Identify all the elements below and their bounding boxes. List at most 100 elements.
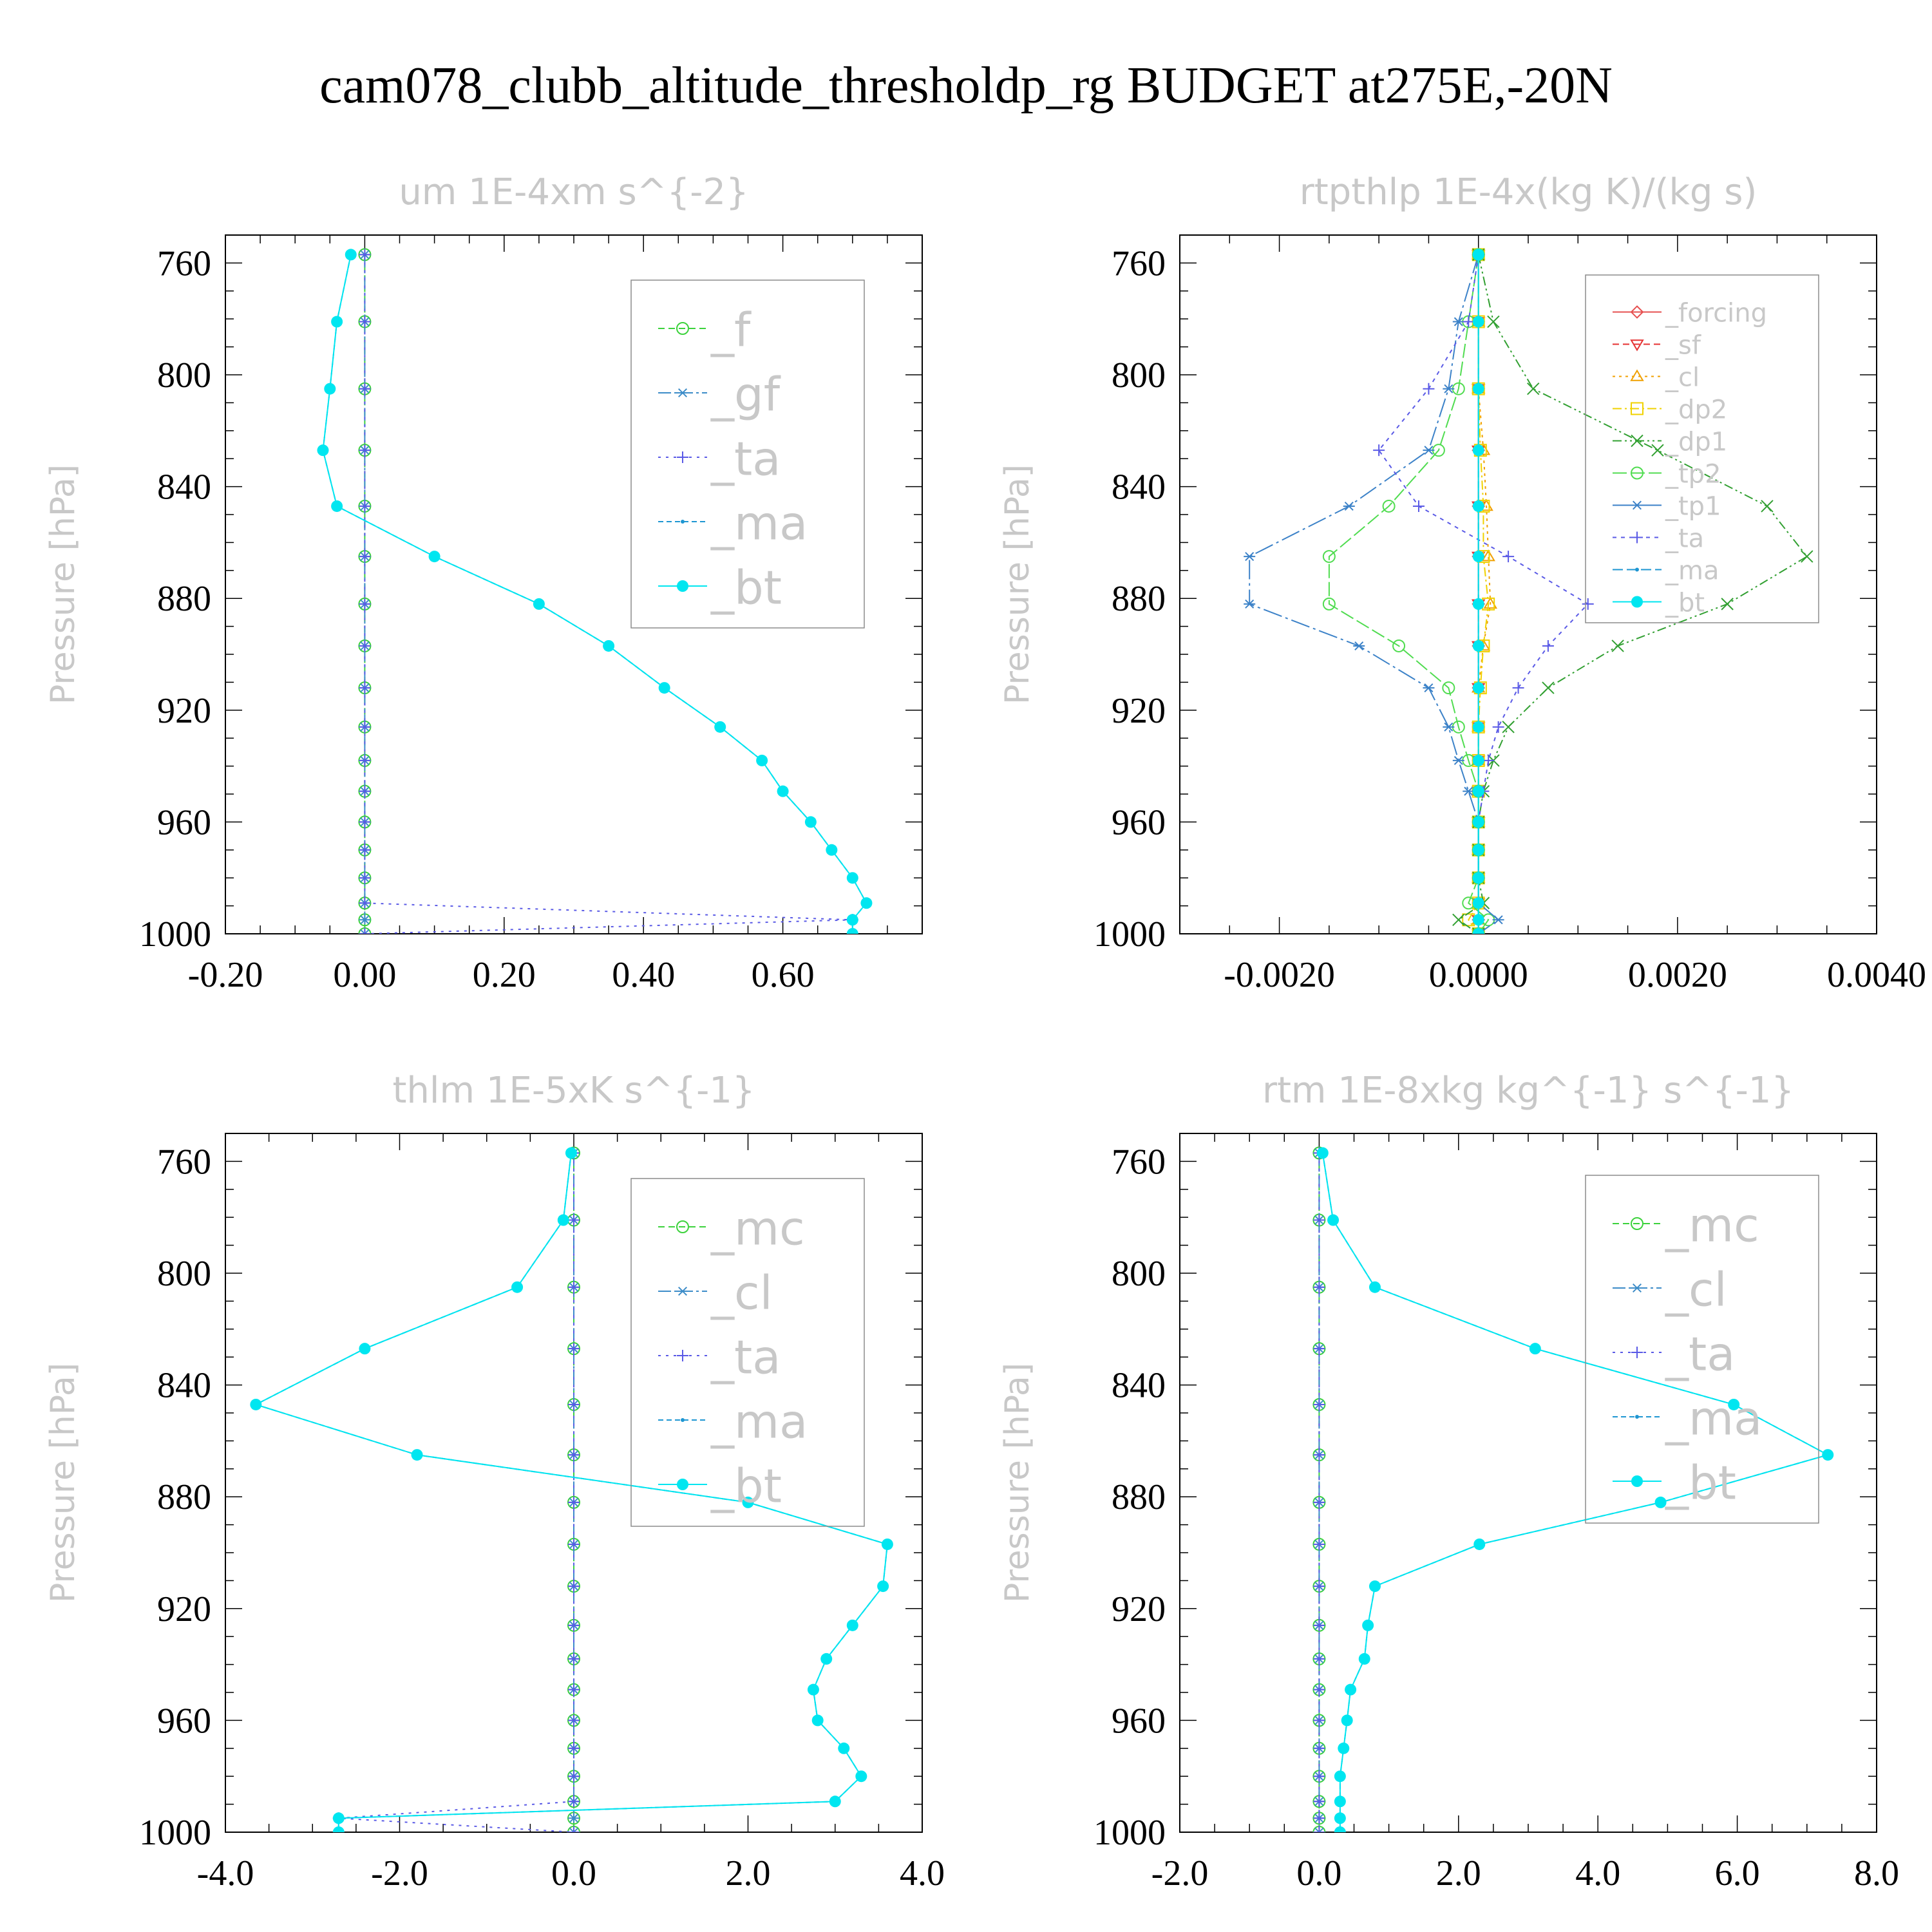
rtm-point_ta bbox=[1313, 1398, 1325, 1410]
rtm-point_ta bbox=[1313, 1343, 1325, 1355]
rtm-legend: _mc _cl _ta _ma _bt bbox=[1585, 1175, 1819, 1524]
rtm-point_ta bbox=[1313, 1812, 1325, 1824]
rtpthlp-point_bt bbox=[1472, 928, 1484, 934]
rtpthlp-point_dp1 bbox=[1721, 598, 1734, 611]
um-xtick-label: 0.20 bbox=[473, 955, 536, 995]
rtpthlp-legend-marker bbox=[1631, 596, 1643, 608]
rtpthlp-point_bt bbox=[1472, 598, 1484, 610]
rtm-ytick-label: 840 bbox=[1112, 1366, 1166, 1406]
rtm-legend-label: _cl bbox=[1665, 1262, 1727, 1316]
rtpthlp-series_tp2 bbox=[1322, 248, 1495, 934]
um-point_ta bbox=[359, 444, 371, 457]
thlm-legend: _mc _cl _ta _ma _bt bbox=[630, 1178, 865, 1527]
rtm-xtick-label: 6.0 bbox=[1715, 1853, 1760, 1893]
thlm-series_bt bbox=[250, 1147, 893, 1832]
thlm-point_bt bbox=[359, 1343, 371, 1355]
rtpthlp-xtick-label: 0.0000 bbox=[1429, 955, 1528, 995]
um-point_bt bbox=[331, 316, 343, 328]
rtpthlp-legend-marker bbox=[1635, 567, 1639, 572]
rtpthlp-legend-label: _tp1 bbox=[1665, 492, 1721, 522]
rtpthlp-legend-marker bbox=[1630, 305, 1644, 319]
rtpthlp-point_tp1 bbox=[1343, 501, 1355, 511]
rtpthlp-point_ta bbox=[1373, 444, 1385, 457]
um-ylabel: Pressure [hPa] bbox=[44, 464, 82, 705]
um-point_bt bbox=[533, 598, 545, 610]
rtm-legend-label: _bt bbox=[1665, 1455, 1736, 1510]
rtm-point_ta bbox=[1313, 1683, 1325, 1696]
um-legend-marker bbox=[681, 520, 685, 524]
rtm-series_ma bbox=[1320, 1151, 1830, 1832]
rtpthlp-legend-label: _ma bbox=[1665, 556, 1719, 586]
rtpthlp-point_bt bbox=[1472, 682, 1484, 694]
rtm-point_bt bbox=[1316, 1147, 1329, 1159]
panel-rtm: -2.0 0.0 2.0 4.0 6.0 8.0 760 800 840 880 920 960 100… bbox=[998, 1070, 1899, 1893]
rtm-point_ta bbox=[1313, 1580, 1325, 1593]
rtpthlp-point_tp2 bbox=[1392, 639, 1406, 652]
thlm-legend-marker bbox=[676, 1220, 689, 1233]
thlm-legend-label: _ma bbox=[710, 1394, 808, 1448]
um-point_bt bbox=[777, 785, 789, 797]
thlm-point_cl bbox=[568, 1827, 580, 1832]
um-point_ta bbox=[359, 598, 371, 610]
rtpthlp-point_bt bbox=[1472, 872, 1484, 884]
rtm-point_ta bbox=[1313, 1742, 1325, 1754]
um-series_ma bbox=[321, 252, 869, 934]
thlm-ytick-label: 840 bbox=[157, 1366, 211, 1406]
thlm-point_ta bbox=[568, 1619, 580, 1631]
thlm-point_bt bbox=[807, 1683, 819, 1696]
rtpthlp-legend-label: _tp2 bbox=[1665, 460, 1721, 489]
rtpthlp-legend-label: _ta bbox=[1665, 524, 1704, 554]
thlm-legend-marker bbox=[681, 1418, 685, 1422]
rtpthlp-point_tp2 bbox=[1382, 499, 1396, 513]
um-point_ta bbox=[359, 500, 371, 512]
um-ytick-label: 880 bbox=[157, 579, 211, 619]
rtpthlp-line_dp1 bbox=[1457, 254, 1808, 934]
figure-title: cam078_clubb_altitude_thresholdp_rg BUDG… bbox=[319, 57, 1613, 114]
rtm-point_bt bbox=[1338, 1742, 1350, 1754]
um-point_ta bbox=[359, 721, 371, 733]
rtm-point_cl bbox=[1313, 1827, 1325, 1832]
rtpthlp-point_bt bbox=[1472, 500, 1484, 512]
rtm-point_ta bbox=[1313, 1214, 1325, 1226]
rtm-xtick-label: -2.0 bbox=[1151, 1853, 1209, 1893]
rtm-point_bt bbox=[1334, 1826, 1346, 1832]
thlm-point_ta bbox=[568, 1683, 580, 1696]
rtm-ytick-label: 880 bbox=[1112, 1477, 1166, 1517]
um-point_bt bbox=[714, 721, 726, 733]
rtm-point_ta bbox=[1313, 1653, 1325, 1665]
rtpthlp-point_tp1 bbox=[1244, 599, 1256, 609]
rtpthlp-series_ta bbox=[1373, 249, 1594, 934]
rtpthlp-point_ta bbox=[1542, 639, 1554, 652]
panel-rtpthlp: -0.0020 0.0000 0.0020 0.0040 760 800 840 880 920… bbox=[998, 171, 1926, 995]
rtpthlp-point_tp1 bbox=[1463, 786, 1475, 796]
rtpthlp-line_tp1 bbox=[1249, 254, 1500, 934]
rtm-line_ma bbox=[1321, 1153, 1830, 1832]
rtm-point_ta bbox=[1313, 1281, 1325, 1293]
thlm-point_bt bbox=[742, 1496, 754, 1508]
rtm-point_ta bbox=[1313, 1619, 1325, 1631]
rtm-point_ta bbox=[1313, 1714, 1325, 1727]
rtm-series_bt bbox=[1316, 1147, 1834, 1832]
um-point_bt bbox=[756, 754, 768, 766]
um-legend-marker bbox=[677, 451, 688, 463]
rtm-legend-marker bbox=[1631, 1283, 1643, 1293]
rtm-panel-title: rtm 1E-8xkg kg^{-1} s^{-1} bbox=[1262, 1070, 1794, 1112]
um-point_bt bbox=[658, 682, 670, 694]
um-legend-marker bbox=[677, 580, 688, 592]
thlm-point_bt bbox=[332, 1812, 345, 1824]
um-point_ta bbox=[359, 754, 371, 766]
rtpthlp-point_ta bbox=[1482, 754, 1495, 766]
thlm-point_bt bbox=[557, 1214, 569, 1226]
um-xtick-label: -0.20 bbox=[188, 955, 263, 995]
um-ytick-label: 800 bbox=[157, 355, 211, 395]
rtpthlp-legend-label: _dp2 bbox=[1665, 395, 1727, 425]
thlm-line_ta bbox=[338, 1153, 574, 1832]
thlm-point_ta bbox=[568, 1714, 580, 1727]
rtm-point_ta bbox=[1313, 1826, 1325, 1832]
rtpthlp-line_ta bbox=[1378, 254, 1589, 934]
um-point_ta bbox=[359, 249, 371, 261]
rtpthlp-point_tp2 bbox=[1442, 681, 1455, 695]
rtpthlp-series_cl bbox=[1471, 247, 1498, 934]
rtpthlp-point_dp1 bbox=[1487, 315, 1500, 328]
rtm-legend-marker bbox=[1631, 1475, 1643, 1487]
